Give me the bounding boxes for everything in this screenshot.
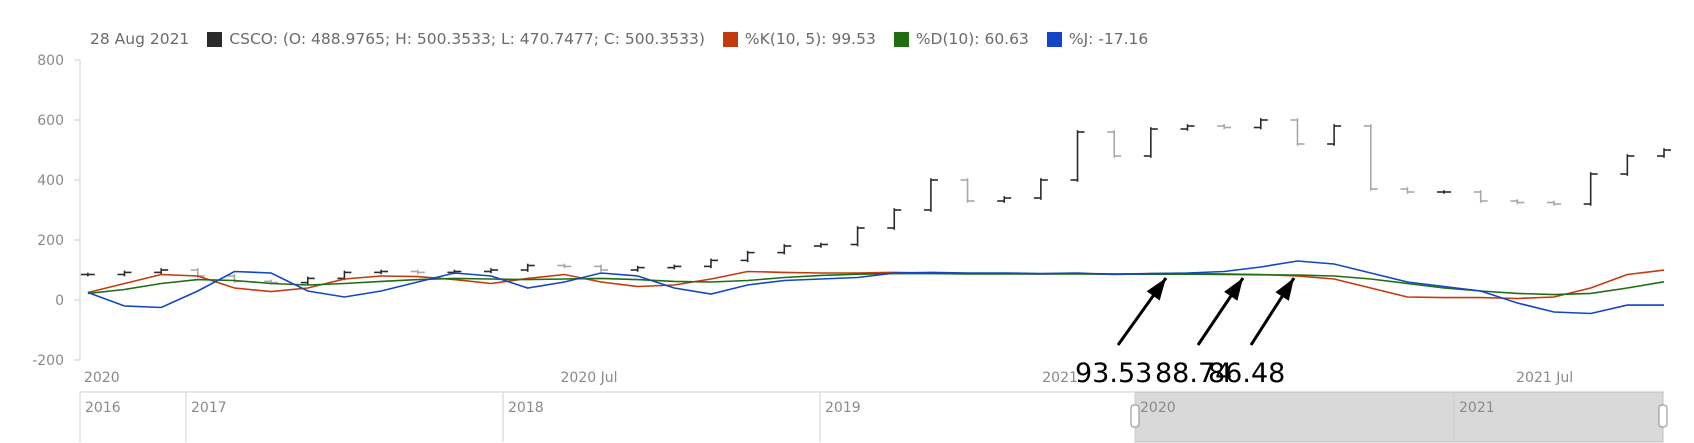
- navigator-handle-right[interactable]: [1658, 404, 1668, 428]
- series-d-line: [87, 272, 1665, 296]
- navigator-selection[interactable]: [1134, 391, 1664, 443]
- navigator-label: 2017: [191, 400, 227, 416]
- legend-label-d: %D(10): 60.63: [915, 30, 1029, 48]
- legend-swatch-d: [893, 31, 909, 47]
- chart-legend: 28 Aug 2021 CSCO: (O: 488.9765; H: 500.3…: [90, 29, 1166, 49]
- x-tick-labels: 2020 2020 Jul 2021 2021 Jul: [84, 370, 1573, 386]
- y-tick-label: 400: [37, 173, 64, 189]
- y-tick-label: 800: [37, 53, 64, 69]
- x-tick-label: 2020 Jul: [561, 370, 618, 386]
- navigator-handle-left[interactable]: [1130, 404, 1140, 428]
- y-tick-label: 200: [37, 233, 64, 249]
- series-csco: [80, 118, 1671, 285]
- y-tick-label: 600: [37, 113, 64, 129]
- legend-swatch-j: [1046, 31, 1062, 47]
- annotation-arrow-head: [1224, 278, 1243, 301]
- legend-label-csco: CSCO: (O: 488.9765; H: 500.3533; L: 470.…: [229, 30, 705, 48]
- y-tick-labels: 800 600 400 200 0 -200: [32, 53, 80, 369]
- y-tick-label: -200: [32, 353, 64, 369]
- legend-item-csco[interactable]: CSCO: (O: 488.9765; H: 500.3533; L: 470.…: [207, 30, 705, 48]
- series-k-line: [87, 269, 1665, 300]
- chart-series: [80, 118, 1671, 315]
- annotation-label: 93.53: [1075, 358, 1152, 389]
- annotation-arrow-head: [1146, 278, 1166, 301]
- series-j-line: [87, 260, 1664, 315]
- legend-item-k[interactable]: %K(10, 5): 99.53: [722, 30, 876, 48]
- chart-axes: 800 600 400 200 0 -200 2020 2020 Jul 2021 2021 Ju…: [32, 53, 1573, 386]
- legend-swatch-csco: [207, 31, 223, 47]
- navigator-label: 2018: [508, 400, 544, 416]
- legend-date: 28 Aug 2021: [90, 30, 190, 48]
- navigator-label: 2021: [1459, 400, 1495, 416]
- y-tick-label: 0: [55, 293, 64, 309]
- navigator-label: 2020: [1140, 400, 1176, 416]
- navigator-label: 2016: [85, 400, 121, 416]
- x-tick-label: 2021 Jul: [1516, 370, 1573, 386]
- legend-item-d[interactable]: %D(10): 60.63: [893, 30, 1029, 48]
- range-navigator[interactable]: 2016 2017 2018 2019 2020 2021: [79, 391, 1668, 443]
- legend-label-j: %J: -17.16: [1068, 30, 1149, 48]
- annotation-label: 86.48: [1208, 358, 1285, 389]
- legend-item-j[interactable]: %J: -17.16: [1046, 30, 1149, 48]
- x-tick-label: 2020: [84, 370, 120, 386]
- x-tick-label: 2021: [1042, 370, 1078, 386]
- annotation-label: 88.74: [1155, 358, 1232, 389]
- legend-swatch-k: [722, 31, 738, 47]
- annotation-arrow-head: [1275, 278, 1294, 301]
- legend-label-k: %K(10, 5): 99.53: [744, 30, 876, 48]
- navigator-label: 2019: [825, 400, 861, 416]
